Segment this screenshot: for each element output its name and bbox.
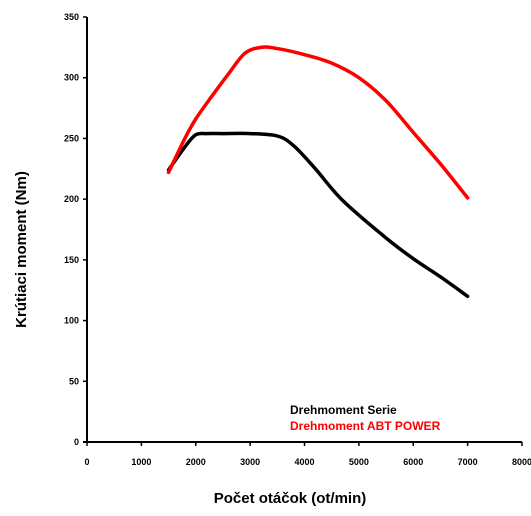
x-tick-label: 2000	[186, 457, 206, 467]
axes	[83, 17, 522, 443]
y-ticks: 0 50 100 150 200 250 300 350	[64, 12, 87, 447]
x-tick-label: 6000	[403, 457, 423, 467]
y-tick-label: 50	[69, 376, 79, 386]
y-tick-label: 150	[64, 255, 79, 265]
y-tick-label: 200	[64, 194, 79, 204]
legend-entry-1: Drehmoment ABT POWER	[290, 419, 441, 433]
legend-entry-0: Drehmoment Serie	[290, 403, 397, 417]
series-lines	[166, 45, 470, 299]
y-tick-label: 250	[64, 133, 79, 143]
x-ticks: 0 1000 2000 3000 4000 5000 6000 7000 8000	[84, 442, 531, 467]
y-tick-label: 300	[64, 73, 79, 83]
y-axis-label: Krútiaci moment (Nm)	[13, 171, 30, 328]
y-tick-label: 350	[64, 12, 79, 22]
legend: Drehmoment Serie Drehmoment ABT POWER	[290, 403, 441, 433]
series-line-1	[166, 45, 470, 200]
x-axis-label: Počet otáčok (ot/min)	[214, 490, 367, 507]
x-tick-label: 3000	[240, 457, 260, 467]
y-tick-label: 0	[74, 437, 79, 447]
y-tick-label: 100	[64, 316, 79, 326]
x-tick-label: 8000	[512, 457, 531, 467]
x-tick-label: 7000	[458, 457, 478, 467]
x-tick-label: 0	[84, 457, 89, 467]
x-tick-label: 5000	[349, 457, 369, 467]
x-tick-label: 1000	[131, 457, 151, 467]
series-line-0	[166, 131, 470, 299]
x-tick-label: 4000	[294, 457, 314, 467]
